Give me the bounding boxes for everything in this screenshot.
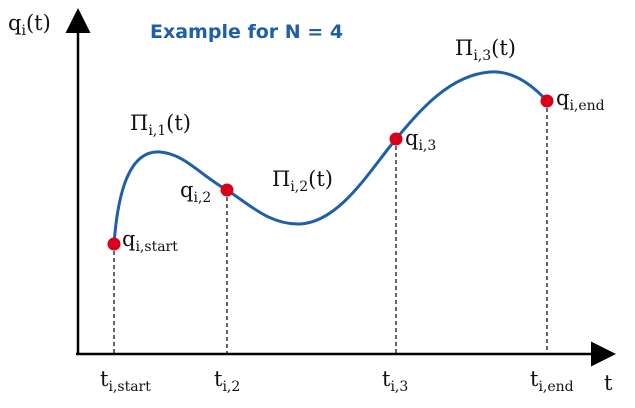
x-axis-label: t	[604, 371, 613, 395]
point-label-start: qi,start	[122, 227, 178, 255]
segment-label-2: Πi,2(t)	[272, 167, 333, 195]
y-axis-label: qi(t)	[8, 11, 51, 39]
tick-label-start: ti,start	[100, 367, 151, 395]
segment-curve-2	[226, 138, 398, 226]
point-2	[220, 183, 234, 197]
point-start	[107, 237, 121, 251]
tick-label-2: ti,2	[214, 367, 240, 395]
tick-label-end: ti,end	[530, 367, 574, 395]
segment-label-1: Πi,1(t)	[130, 111, 191, 139]
tick-label-3: ti,3	[382, 367, 408, 395]
point-label-2: qi,2	[180, 178, 211, 206]
segment-label-3: Πi,3(t)	[455, 36, 516, 64]
point-3	[389, 132, 403, 146]
point-label-end: qi,end	[556, 86, 605, 114]
point-end	[540, 94, 554, 108]
point-label-3: qi,3	[405, 126, 436, 154]
diagram-title: Example for N = 4	[150, 21, 343, 43]
segment-curve-3	[394, 70, 549, 140]
segment-curve-1	[112, 150, 228, 245]
